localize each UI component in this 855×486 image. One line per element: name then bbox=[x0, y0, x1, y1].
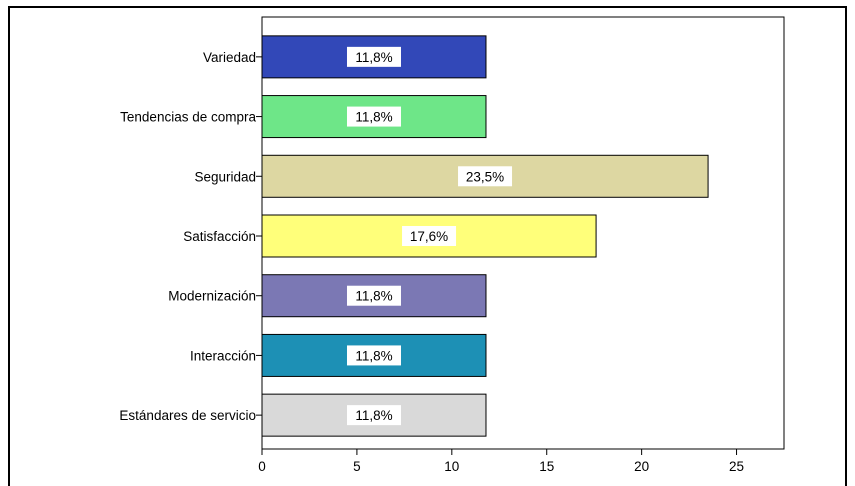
x-tick-label-3: 15 bbox=[539, 459, 554, 474]
x-tick-label-1: 5 bbox=[353, 459, 361, 474]
category-label-4: Modernización bbox=[168, 289, 256, 304]
data-label-3: 17,6% bbox=[410, 229, 448, 244]
data-label-box-6 bbox=[346, 405, 401, 426]
data-label-box-4 bbox=[346, 285, 401, 306]
data-label-box-1 bbox=[346, 106, 401, 127]
data-label-0: 11,8% bbox=[355, 50, 392, 65]
data-label-1: 11,8% bbox=[355, 110, 392, 125]
category-label-0: Variedad bbox=[203, 50, 256, 65]
x-tick-label-5: 25 bbox=[729, 459, 744, 474]
data-label-box-0 bbox=[346, 46, 401, 67]
y-axis: Variedad Tendencias de compra Seguridad Sat… bbox=[119, 50, 262, 423]
data-label-2: 23,5% bbox=[466, 169, 504, 184]
data-label-5: 11,8% bbox=[355, 348, 392, 363]
category-label-5: Interacción bbox=[190, 348, 256, 363]
data-label-4: 11,8% bbox=[355, 289, 392, 304]
x-tick-label-0: 0 bbox=[258, 459, 266, 474]
x-axis: 0 5 10 15 20 25 bbox=[258, 449, 744, 474]
data-label-box-2 bbox=[458, 166, 513, 187]
category-label-2: Seguridad bbox=[194, 169, 256, 184]
data-label-box-3 bbox=[402, 226, 457, 246]
data-label-box-5 bbox=[346, 345, 401, 366]
x-tick-label-4: 20 bbox=[634, 459, 649, 474]
data-label-6: 11,8% bbox=[355, 408, 392, 423]
category-label-1: Tendencias de compra bbox=[120, 110, 256, 125]
category-label-3: Satisfacción bbox=[183, 229, 256, 244]
bars-group: 11,8% 11,8% 23,5% 17,6% 11,8% 11,8% 11,8% bbox=[261, 35, 709, 437]
x-tick-label-2: 10 bbox=[444, 459, 459, 474]
category-label-6: Estándares de servicio bbox=[119, 408, 256, 423]
